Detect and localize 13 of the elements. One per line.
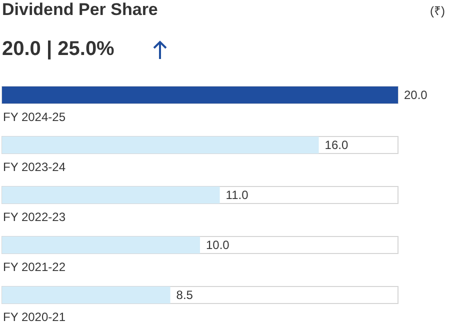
chart-subtitle: 20.0 | 25.0% xyxy=(2,38,114,61)
data-label: 20.0 xyxy=(404,88,428,102)
y-tick-label: FY 2021-22 xyxy=(3,260,66,274)
y-tick-label: FY 2023-24 xyxy=(3,160,66,174)
data-label: 11.0 xyxy=(226,188,249,202)
y-tick-label: FY 2022-23 xyxy=(3,210,66,224)
y-tick-label: FY 2024-25 xyxy=(3,110,66,124)
text: (₹) xyxy=(430,3,445,19)
data-label: 16.0 xyxy=(324,138,348,152)
chart-title: Dividend Per Share xyxy=(2,0,158,20)
y-tick-label: FY 2020-21 xyxy=(3,310,66,324)
data-label: 10.0 xyxy=(206,238,230,252)
data-label: 8.5 xyxy=(176,288,194,302)
